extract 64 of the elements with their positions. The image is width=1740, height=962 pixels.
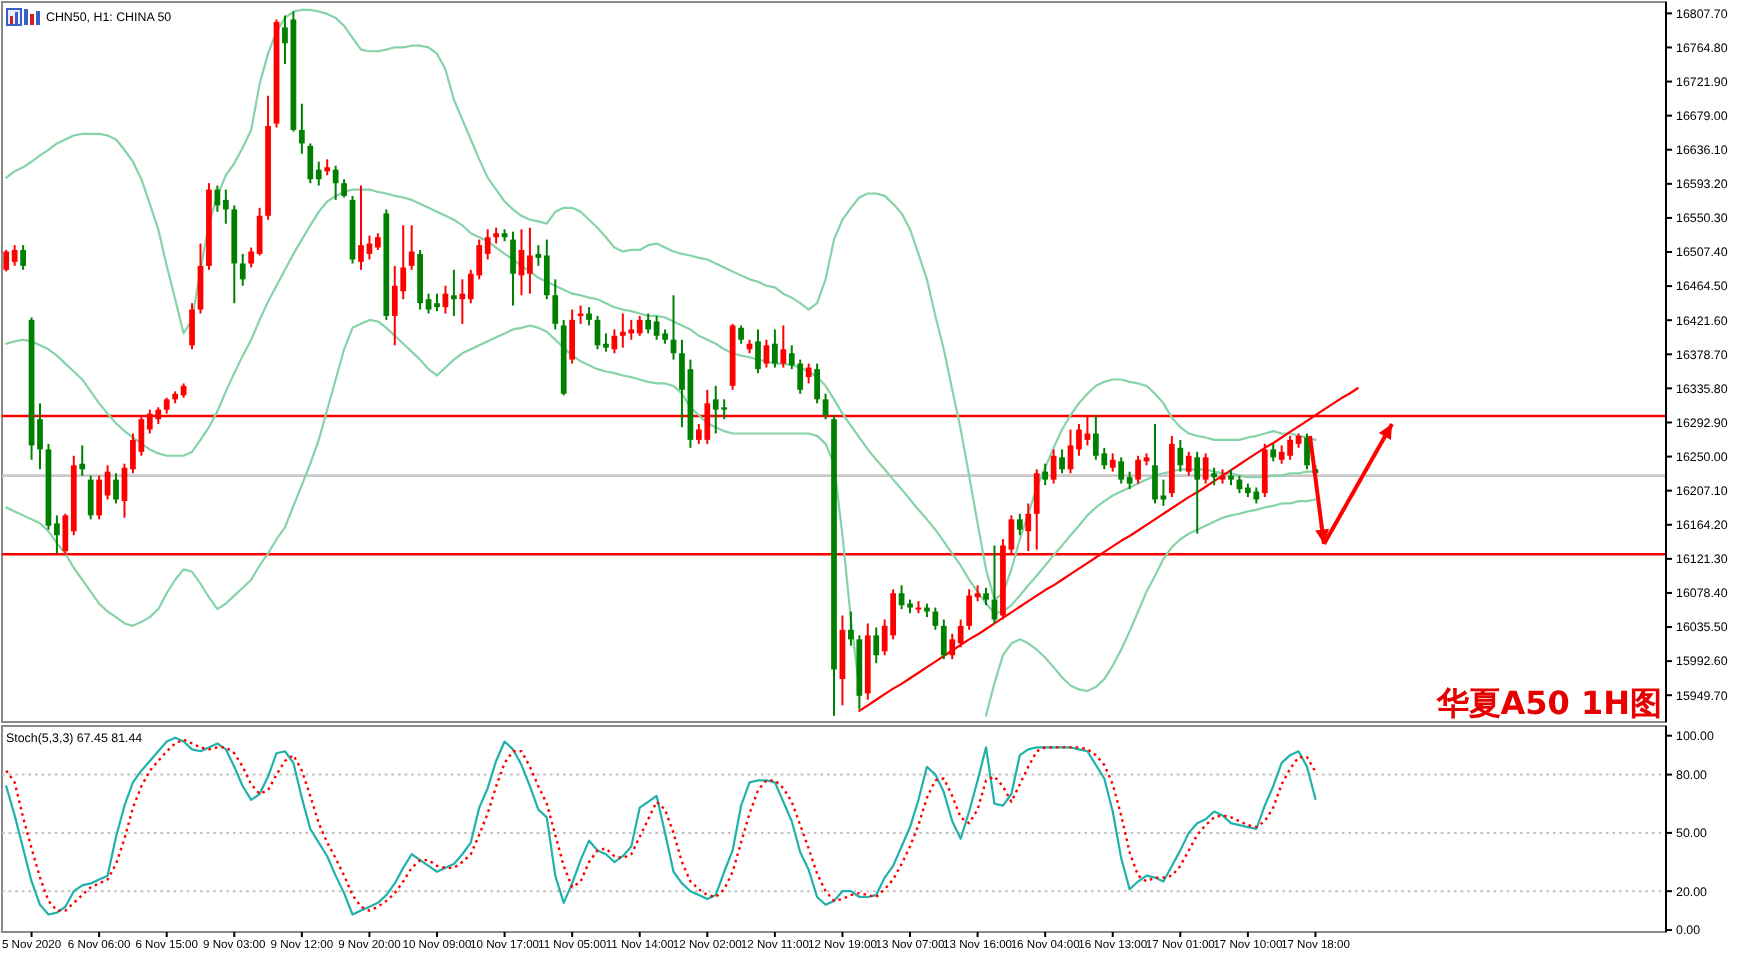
candlestick <box>341 178 347 199</box>
candlestick <box>1202 452 1209 485</box>
candlestick <box>298 102 305 155</box>
candlestick <box>391 264 398 347</box>
candlestick <box>805 362 812 385</box>
candlestick <box>1092 414 1099 461</box>
candlestick <box>222 188 229 225</box>
candlestick <box>873 626 880 665</box>
candlestick <box>113 472 119 505</box>
candlestick <box>1261 442 1268 499</box>
candlestick <box>1016 512 1023 537</box>
candlestick <box>527 226 533 295</box>
candlestick <box>459 278 466 325</box>
candlestick <box>1287 434 1293 461</box>
candlestick <box>940 618 947 661</box>
candlestick <box>569 308 576 365</box>
candlestick <box>1118 456 1125 485</box>
candlestick <box>755 328 761 375</box>
candlestick <box>1152 422 1158 505</box>
candlestick <box>1194 450 1201 535</box>
candlestick <box>1135 454 1141 485</box>
candlestick <box>189 302 195 351</box>
candlestick <box>780 324 787 369</box>
candlestick <box>628 318 635 341</box>
candlestick <box>619 312 626 349</box>
candlestick <box>738 324 744 345</box>
candlestick <box>653 314 660 341</box>
candlestick <box>1304 432 1310 471</box>
candlestick <box>332 164 339 201</box>
candlestick <box>543 238 550 301</box>
candlestick <box>11 244 18 267</box>
candlestick <box>721 398 728 421</box>
candlestick <box>408 224 415 271</box>
candlestick <box>307 142 314 185</box>
candlestick <box>1109 452 1116 473</box>
candlestick <box>510 230 516 307</box>
candlestick <box>949 632 956 661</box>
candlestick <box>79 444 86 477</box>
candlestick <box>712 384 719 435</box>
candlestick <box>1278 444 1285 465</box>
candlestick <box>814 362 820 405</box>
candlestick <box>966 588 973 631</box>
candlestick <box>848 610 854 647</box>
candlestick <box>87 474 94 521</box>
candlestick <box>636 314 643 337</box>
candlestick <box>1042 462 1049 487</box>
candlestick <box>552 278 559 331</box>
candlestick <box>957 618 964 649</box>
candlestick <box>451 268 457 317</box>
candlestick <box>20 244 26 271</box>
candlestick <box>358 184 364 271</box>
candlestick <box>645 312 652 335</box>
candlestick <box>96 474 103 521</box>
annotation: 华夏A50 1H图 <box>1434 684 1662 722</box>
candlestick <box>932 606 939 631</box>
candlestick <box>797 358 804 395</box>
candlestick <box>3 248 10 273</box>
candlestick <box>763 338 770 369</box>
candlestick <box>239 252 246 287</box>
candlestick <box>1059 448 1065 475</box>
candlestick <box>772 328 778 369</box>
candlestick <box>586 306 592 327</box>
candlestick <box>1177 438 1184 473</box>
candlestick <box>1185 450 1192 477</box>
